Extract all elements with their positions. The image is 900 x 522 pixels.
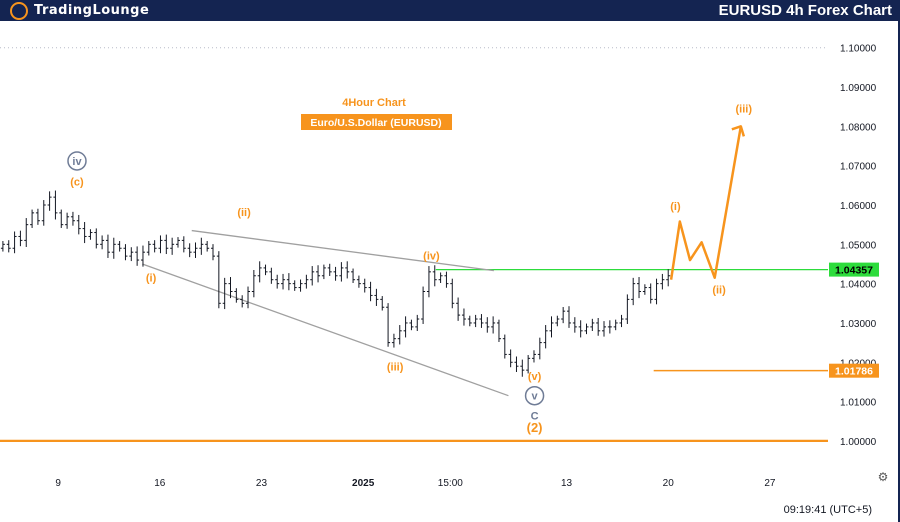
clock-readout: 09:19:41 (UTC+5) <box>783 504 872 516</box>
y-tick-label: 1.08000 <box>840 122 877 133</box>
price-chart[interactable]: iv (c) (ii) (i) (iv) (iii) (v) vC(2) (i) (ii) (iii… <box>0 21 898 496</box>
x-tick-label: 23 <box>256 478 268 489</box>
wave-label: iv <box>72 156 82 168</box>
bottom-bar <box>0 496 900 522</box>
current-price-badge: 1.04357 <box>835 265 873 277</box>
axis-layer: 1.10000 1.09000 1.08000 1.07000 1.06000 1.050… <box>55 44 879 489</box>
wave-label: C <box>531 410 539 422</box>
brand[interactable]: TradingLounge <box>10 1 149 20</box>
brand-name: TradingLounge <box>34 3 150 18</box>
tradinglounge-logo-icon <box>10 1 28 20</box>
wave-label-circle <box>524 385 545 406</box>
wave-label: (iii) <box>735 103 752 115</box>
target-level-badge: 1.01786 <box>835 366 873 378</box>
frame-edge <box>898 21 900 522</box>
wave-label: (ii) <box>237 207 251 219</box>
wedge-trendline <box>191 229 494 272</box>
x-tick-label: 2025 <box>352 478 375 489</box>
chart-title: EURUSD 4h Forex Chart <box>718 2 892 19</box>
wave-label: (2) <box>527 420 543 435</box>
y-tick-label: 1.09000 <box>840 83 877 94</box>
y-tick-label: 1.06000 <box>840 201 877 212</box>
y-tick-label: 1.03000 <box>840 319 877 330</box>
annotation-layer: 4Hour Chart Euro/U.S.Dollar (EURUSD) <box>301 97 452 130</box>
x-tick-label: 15:00 <box>438 478 463 489</box>
wave-label: (v) <box>528 371 542 383</box>
candle-layer <box>0 190 671 377</box>
wave-label: (iv) <box>423 250 440 262</box>
instrument-label: Euro/U.S.Dollar (EURUSD) <box>310 117 441 129</box>
x-tick-label: 27 <box>764 478 776 489</box>
x-tick-label: 13 <box>561 478 573 489</box>
wave-label: (i) <box>146 273 157 285</box>
gear-icon[interactable]: ⚙ <box>877 470 889 484</box>
wave-label-circle <box>67 151 87 171</box>
wave-label-layer: iv (c) (ii) (i) (iv) (iii) (v) vC(2) (i) (ii) (iii… <box>67 103 752 435</box>
y-tick-label: 1.04000 <box>840 280 877 291</box>
projection-arrowhead <box>731 125 746 137</box>
level-layer <box>0 269 828 443</box>
wave-label: (c) <box>70 176 84 188</box>
projection-layer <box>669 125 746 280</box>
current-price-badge-bg <box>829 262 879 277</box>
header-bar: TradingLounge EURUSD 4h Forex Chart <box>0 0 900 21</box>
wave-label: (ii) <box>712 285 726 297</box>
timeframe-label: 4Hour Chart <box>342 97 406 109</box>
x-tick-label: 16 <box>154 478 166 489</box>
target-level-badge-bg <box>829 363 879 378</box>
instrument-badge <box>301 114 452 130</box>
projection-path <box>669 126 743 280</box>
y-tick-label: 1.00000 <box>840 437 877 448</box>
wave-label: (iii) <box>387 362 404 374</box>
trendline-layer <box>142 229 509 397</box>
wave-label: (i) <box>670 201 681 213</box>
x-tick-label: 20 <box>663 478 675 489</box>
y-tick-label: 1.07000 <box>840 162 877 173</box>
wave-label: v <box>532 391 539 403</box>
y-tick-label: 1.10000 <box>840 44 877 55</box>
wedge-trendline <box>142 263 509 397</box>
x-tick-label: 9 <box>55 478 61 489</box>
y-tick-label: 1.01000 <box>840 398 877 409</box>
y-tick-label: 1.05000 <box>840 240 877 251</box>
